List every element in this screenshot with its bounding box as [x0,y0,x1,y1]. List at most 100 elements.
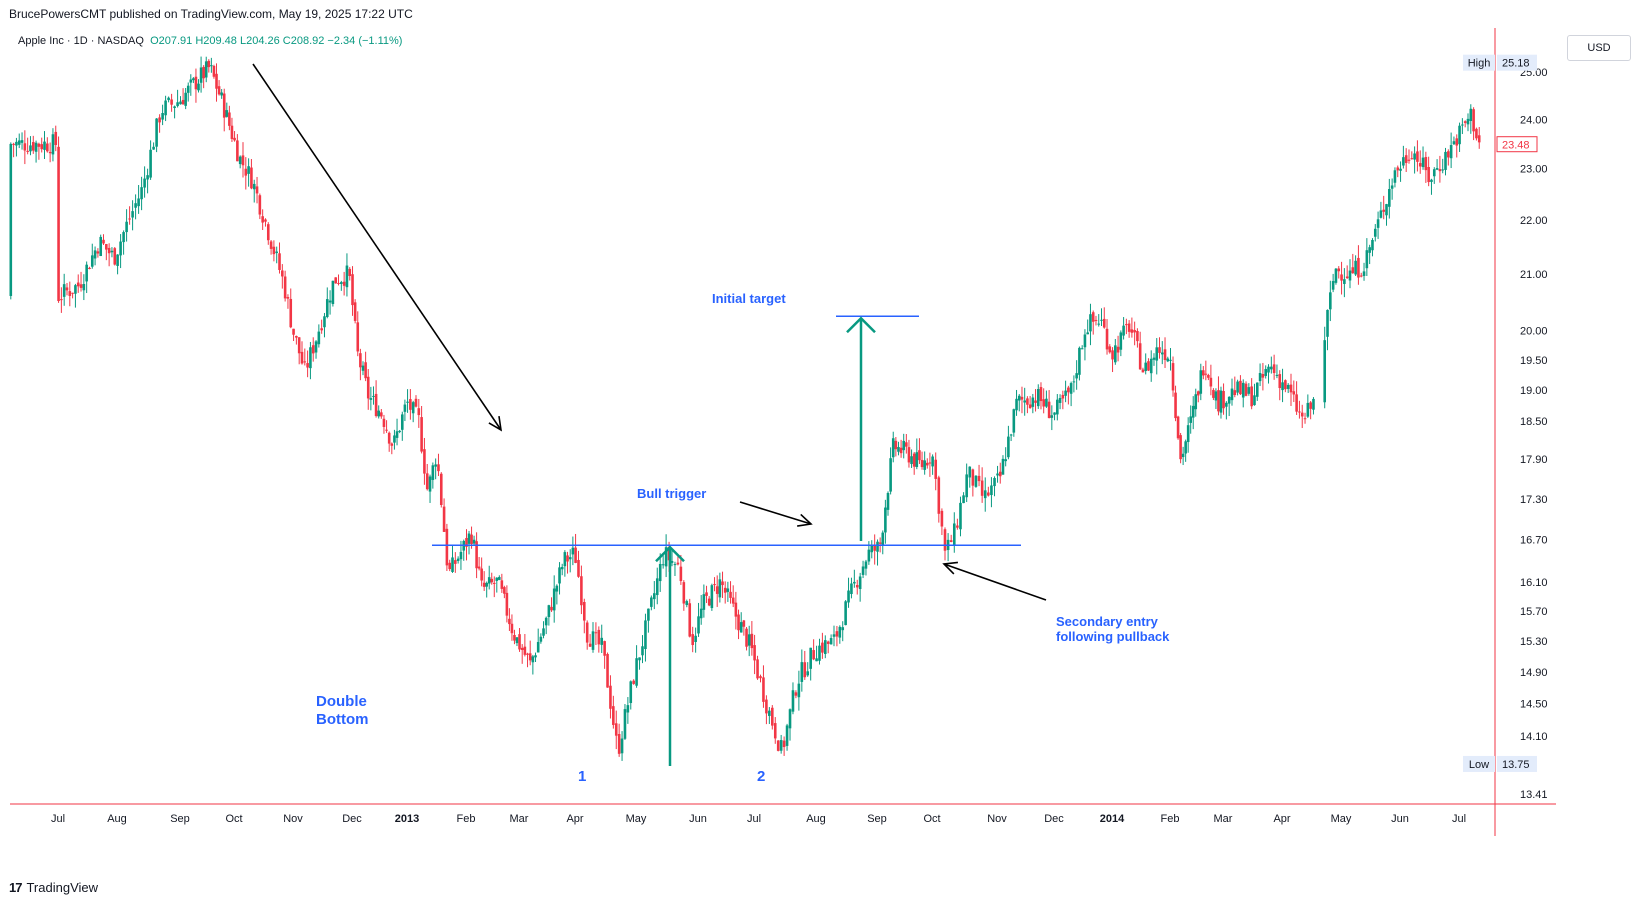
candle-body [1050,415,1054,418]
candle-body [207,60,211,68]
low-price-bg [1497,755,1537,772]
candle-body [1289,384,1293,393]
candle-body [977,475,981,482]
high-price-bg [1497,54,1537,71]
y-tick-label: 14.50 [1520,698,1548,710]
candle-body [739,622,743,633]
candle-body [281,270,284,277]
candle-body [1278,374,1282,389]
last-price-bg [1496,136,1538,153]
high-tag-label: High [1468,58,1491,70]
candle-body [1452,141,1456,145]
candle-body [337,282,340,284]
x-tick-label: Jul [51,813,65,825]
candle-body [870,545,874,553]
candle-body [241,155,245,166]
candle-body [403,404,407,412]
candle-body [325,299,329,318]
x-tick-label: Nov [283,813,303,825]
candle-body [635,658,638,686]
x-tick-label: Dec [1044,813,1064,825]
candle-body [523,646,527,655]
candle-body [102,239,105,244]
candle-body [1176,416,1180,439]
currency-button[interactable]: USD [1567,35,1631,61]
candle-body [1064,390,1067,396]
candle-body [1034,400,1037,403]
candle-body [768,710,771,716]
candle-body [225,110,229,117]
candle-body [1100,319,1103,321]
candle-body [1061,394,1065,399]
candle-body [247,166,250,174]
candle-body [398,430,401,432]
candle-body [23,143,27,151]
x-tick-label: Jul [747,813,761,825]
candle-body [314,341,318,353]
candle-body [306,363,309,368]
candle-body [552,588,556,611]
candle-body [1247,387,1251,394]
candle-body [723,587,727,593]
candle-body [215,73,218,89]
candle-body [835,631,839,637]
candle-body [1194,394,1198,410]
candle-body [487,577,491,584]
candle-body [57,146,60,302]
candle-body [1343,279,1346,284]
candle-body [467,533,471,544]
double-bottom-label-line1: Double [316,693,367,710]
candle-body [1222,391,1225,409]
candle-body [437,464,440,472]
candle-body [1138,343,1142,370]
candle-body [653,593,656,600]
candle-body [710,585,714,609]
candle-body [691,634,694,646]
candle-body [974,475,978,487]
candle-body [361,365,365,371]
candle-body [345,265,349,288]
candle-body [470,534,473,545]
x-tick-label: Sep [170,813,190,825]
x-tick-label: Feb [457,813,476,825]
candle-body [320,328,323,331]
candle-body [544,617,548,626]
candle-body [439,473,443,506]
candle-body [937,477,941,514]
candle-body [482,582,486,587]
candle-body [912,453,916,467]
candle-body [861,566,865,575]
candle-body [74,285,77,294]
candle-body [331,280,335,305]
candle-body [1186,425,1190,443]
candle-body [505,592,509,616]
candle-body [1152,357,1156,360]
candle-body [1039,387,1043,402]
candle-body [853,581,856,584]
candle-body [40,144,44,150]
candle-body [1036,389,1040,407]
candle-body [197,83,200,91]
candle-body [1127,323,1131,332]
candle-body [881,532,885,545]
candle-body [364,362,367,379]
candle-body [1376,219,1380,228]
candle-body [1174,392,1177,419]
candle-body [1253,395,1256,406]
tradingview-footer[interactable]: 17 TradingView [9,880,98,895]
published-line: BrucePowersCMT published on TradingView.… [9,7,413,21]
candle-body [563,552,567,567]
candle-body [694,635,697,642]
candle-body [366,376,370,399]
candle-body [542,628,545,636]
candle-body [753,645,756,661]
candle-body [184,92,187,106]
symbol-legend: Apple Inc · 1D · NASDAQ O207.91 H209.48 … [18,35,402,47]
candle-body [1365,250,1369,269]
candle-body [1058,398,1062,403]
candle-body [181,99,185,105]
candle-body [1196,391,1200,396]
candle-body [800,662,804,682]
candle-body [210,65,213,67]
